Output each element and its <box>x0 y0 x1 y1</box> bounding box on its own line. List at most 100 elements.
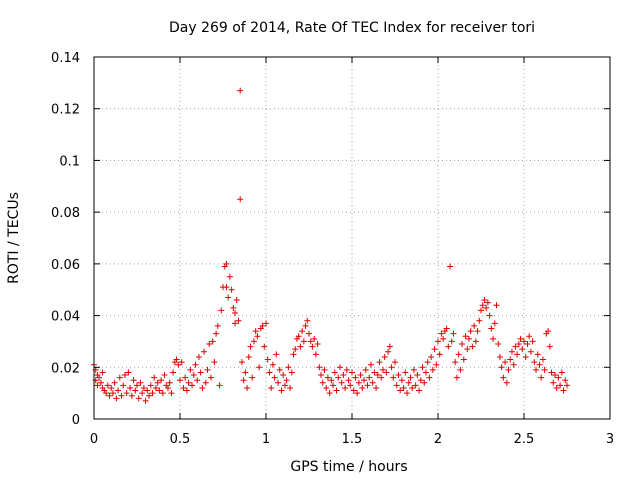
data-point <box>355 379 362 386</box>
data-point <box>407 374 414 381</box>
data-point <box>336 364 343 371</box>
data-point <box>120 382 127 389</box>
data-point <box>232 309 239 316</box>
data-point <box>359 384 366 391</box>
data-point <box>340 372 347 379</box>
data-point <box>259 322 266 329</box>
data-point <box>479 302 486 309</box>
data-point <box>283 377 290 384</box>
data-point <box>443 325 450 332</box>
data-point <box>392 359 398 366</box>
data-point <box>431 346 438 353</box>
data-point <box>309 343 316 350</box>
data-point <box>115 387 122 394</box>
data-point <box>159 390 166 397</box>
data-point <box>146 392 153 399</box>
data-point <box>137 379 144 386</box>
data-point <box>144 387 151 394</box>
data-point <box>555 374 562 381</box>
data-point <box>223 260 230 267</box>
data-point <box>508 348 515 355</box>
data-point <box>269 361 276 368</box>
data-point <box>230 304 237 311</box>
data-point <box>455 351 462 358</box>
data-point <box>503 379 510 386</box>
data-point <box>288 369 295 376</box>
data-point <box>116 374 123 381</box>
y-tick-label: 0.1 <box>59 154 80 169</box>
data-point <box>558 369 565 376</box>
data-point <box>140 384 147 391</box>
data-point <box>500 374 507 381</box>
data-point <box>464 346 471 353</box>
data-point <box>316 364 323 371</box>
data-point <box>158 377 165 384</box>
data-point <box>343 366 350 373</box>
data-point <box>312 351 319 358</box>
data-point <box>498 364 505 371</box>
data-point <box>218 307 225 314</box>
y-tick-label: 0.04 <box>51 310 80 325</box>
data-point <box>445 343 452 350</box>
data-point <box>113 395 120 402</box>
data-point <box>429 366 436 373</box>
data-point <box>352 374 359 381</box>
data-point <box>328 377 335 384</box>
data-point <box>460 356 467 363</box>
data-point <box>548 369 555 376</box>
data-point <box>405 379 412 386</box>
data-point <box>295 333 302 340</box>
data-point <box>362 366 369 373</box>
data-point <box>381 353 388 360</box>
data-point <box>539 356 546 363</box>
data-point <box>531 359 538 366</box>
data-point <box>462 333 469 340</box>
data-point <box>515 341 522 348</box>
data-point <box>529 338 536 345</box>
data-point <box>96 374 103 381</box>
data-point <box>550 379 557 386</box>
data-point <box>505 366 512 373</box>
data-point <box>128 392 135 399</box>
data-point <box>314 341 321 348</box>
data-point <box>491 320 498 327</box>
data-point <box>233 297 240 304</box>
data-point <box>149 390 156 397</box>
data-point <box>376 359 383 366</box>
axis-ticks: 0 0.5 1 1.5 2 2.5 3 0 0.02 0.04 0.06 0.08 0.1 0.12 0.1… <box>51 51 614 447</box>
data-point <box>281 382 288 389</box>
x-tick-label: 3 <box>606 432 614 447</box>
data-point <box>536 361 543 368</box>
data-point <box>349 369 355 376</box>
data-point <box>306 330 312 337</box>
data-point <box>147 382 154 389</box>
x-tick-label: 1 <box>262 432 270 447</box>
data-point <box>474 328 481 335</box>
data-point <box>299 328 306 335</box>
data-point <box>118 392 125 399</box>
data-point <box>166 379 173 386</box>
data-point <box>476 317 483 324</box>
data-point <box>263 320 269 327</box>
data-point <box>321 366 328 373</box>
data-point <box>249 374 256 381</box>
data-point <box>435 338 441 345</box>
x-tick-label: 0 <box>90 432 98 447</box>
data-point <box>414 372 421 379</box>
data-point <box>538 374 545 381</box>
data-point <box>254 333 261 340</box>
data-point <box>238 359 245 366</box>
data-point <box>192 361 199 368</box>
data-point <box>187 366 194 373</box>
y-tick-label: 0.06 <box>51 258 80 273</box>
y-tick-label: 0.14 <box>51 51 80 66</box>
data-point <box>242 369 249 376</box>
data-point <box>533 366 540 373</box>
data-point <box>345 377 352 384</box>
data-point <box>553 384 560 391</box>
data-point <box>228 286 235 293</box>
data-point <box>285 364 292 371</box>
data-point <box>534 351 541 358</box>
data-point <box>324 374 331 381</box>
